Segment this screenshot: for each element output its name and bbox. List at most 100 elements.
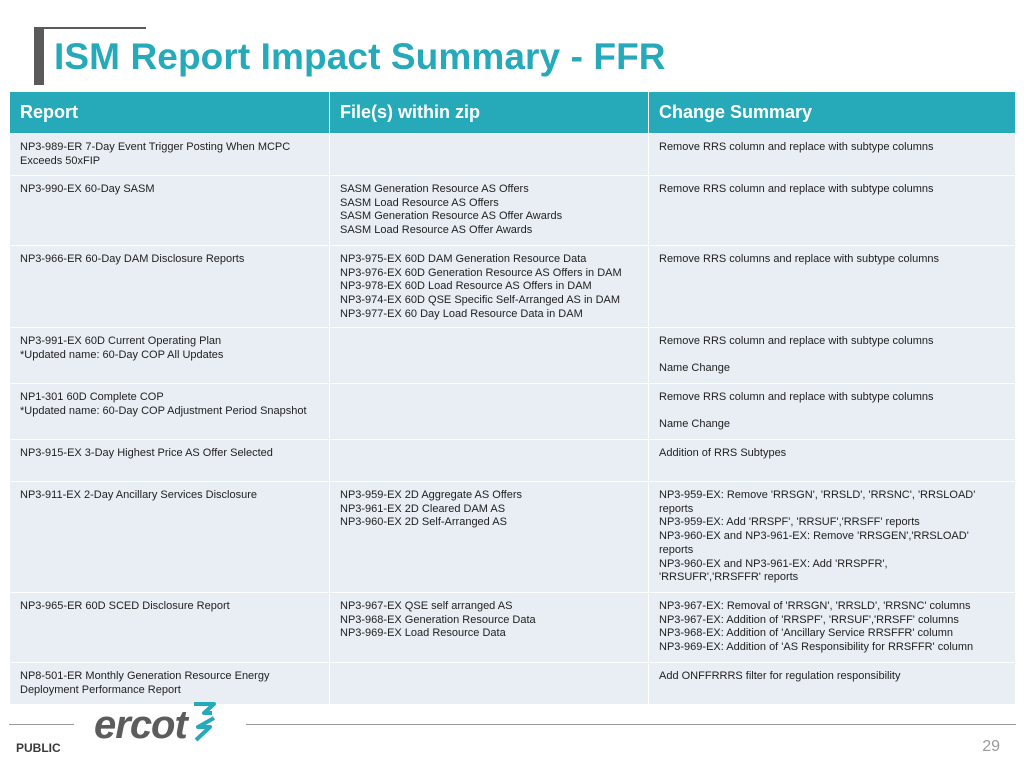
files-cell: NP3-967-EX QSE self arranged AS NP3-968-E…	[329, 592, 649, 663]
table-row: NP3-915-EX 3-Day Highest Price AS Offer …	[9, 439, 1016, 482]
cell-text-line: NP3-968-EX: Addition of 'Ancillary Servi…	[659, 627, 953, 640]
change-summary-cell: Remove RRS column and replace with subty…	[648, 175, 1016, 246]
footer-divider-left	[9, 724, 74, 725]
cell-text-line: NP3-966-ER 60-Day DAM Disclosure Reports	[20, 253, 245, 265]
cell-text-line: NP8-501-ER Monthly Generation Resource E…	[20, 670, 270, 682]
table-row: NP3-990-EX 60-Day SASM SASM Generation Re…	[9, 175, 1016, 246]
report-cell: NP1-301 60D Complete COP *Updated name: 6…	[9, 383, 330, 440]
logo-wordmark: ercot	[94, 702, 188, 747]
cell-text-line: NP3-965-ER 60D SCED Disclosure Report	[20, 600, 230, 612]
cell-text-line: NP3-960-EX and NP3-961-EX: Remove 'RRSGE…	[659, 530, 969, 543]
cell-text-line: NP3-991-EX 60D Current Operating Plan	[20, 335, 222, 347]
page-number: 29	[982, 738, 1000, 755]
change-summary-cell: Remove RRS columns and replace with subt…	[648, 245, 1016, 328]
cell-text-line: NP3-961-EX 2D Cleared DAM AS	[340, 502, 506, 515]
cell-text-line: Remove RRS columns and replace with subt…	[659, 253, 940, 265]
files-cell	[329, 133, 649, 176]
files-cell	[329, 327, 649, 384]
files-cell: NP3-975-EX 60D DAM Generation Resource D…	[329, 245, 649, 328]
change-summary-cell: Addition of RRS Subtypes	[648, 439, 1016, 482]
cell-text-line: reports	[659, 543, 694, 556]
cell-text-line: SASM Load Resource AS Offers	[340, 196, 499, 209]
cell-text-line	[659, 349, 1005, 363]
impact-summary-table: Report File(s) within zip Change Summary…	[9, 91, 1016, 705]
cell-text-line: Name Change	[659, 362, 730, 375]
table-row: NP3-965-ER 60D SCED Disclosure Report NP3…	[9, 592, 1016, 663]
report-cell: NP3-965-ER 60D SCED Disclosure Report	[9, 592, 330, 663]
report-cell: NP3-911-EX 2-Day Ancillary Services Disc…	[9, 481, 330, 593]
cell-text-line: NP3-976-EX 60D Generation Resource AS Of…	[340, 266, 622, 279]
table-row: NP3-966-ER 60-Day DAM Disclosure Reports…	[9, 245, 1016, 328]
cell-text-line: *Updated name: 60-Day COP Adjustment Per…	[20, 404, 307, 417]
cell-text-line: *Updated name: 60-Day COP All Updates	[20, 348, 224, 361]
cell-text-line: NP3-990-EX 60-Day SASM	[20, 183, 155, 195]
cell-text-line: SASM Generation Resource AS Offer Awards	[340, 210, 563, 223]
cell-text-line: NP1-301 60D Complete COP	[20, 391, 164, 403]
table-row: NP3-989-ER 7-Day Event Trigger Posting W…	[9, 133, 1016, 176]
cell-text-line: NP3-975-EX 60D DAM Generation Resource D…	[340, 253, 587, 265]
footer-divider-right	[246, 724, 1016, 725]
cell-text-line: NP3-960-EX 2D Self-Arranged AS	[340, 516, 507, 529]
cell-text-line: NP3-967-EX: Removal of 'RRSGN', 'RRSLD',…	[659, 600, 971, 612]
cell-text-line: Remove RRS column and replace with subty…	[659, 183, 934, 195]
cell-text-line: NP3-977-EX 60 Day Load Resource Data in …	[340, 307, 583, 320]
files-cell	[329, 662, 649, 705]
report-cell: NP3-915-EX 3-Day Highest Price AS Offer …	[9, 439, 330, 482]
files-cell: NP3-959-EX 2D Aggregate AS Offers NP3-961…	[329, 481, 649, 593]
cell-text-line: NP3-969-EX Load Resource Data	[340, 627, 506, 640]
files-cell	[329, 439, 649, 482]
cell-text-line: NP3-969-EX: Addition of 'AS Responsibili…	[659, 641, 974, 654]
page-title: ISM Report Impact Summary - FFR	[54, 36, 666, 77]
change-summary-cell: Add ONFFRRRS filter for regulation respo…	[648, 662, 1016, 705]
title-accent-bar	[34, 27, 44, 85]
table-row: NP1-301 60D Complete COP *Updated name: 6…	[9, 383, 1016, 440]
cell-text-line: NP3-967-EX: Addition of 'RRSPF', 'RRSUF'…	[659, 613, 959, 626]
change-summary-cell: NP3-959-EX: Remove 'RRSGN', 'RRSLD', 'RR…	[648, 481, 1016, 593]
report-cell: NP3-966-ER 60-Day DAM Disclosure Reports	[9, 245, 330, 328]
cell-text-line: Remove RRS column and replace with subty…	[659, 391, 934, 403]
cell-text-line: Addition of RRS Subtypes	[659, 447, 787, 459]
title-accent-line	[34, 27, 146, 29]
cell-text-line: 'RRSUFR','RRSFFR' reports	[659, 571, 799, 584]
table-row: NP3-991-EX 60D Current Operating Plan *Up…	[9, 327, 1016, 384]
cell-text-line: NP3-974-EX 60D QSE Specific Self-Arrange…	[340, 294, 621, 307]
cell-text-line: reports	[659, 502, 694, 515]
cell-text-line: NP3-959-EX: Remove 'RRSGN', 'RRSLD', 'RR…	[659, 489, 976, 501]
table-header-row: Report File(s) within zip Change Summary	[9, 91, 1016, 134]
report-cell: NP3-989-ER 7-Day Event Trigger Posting W…	[9, 133, 330, 176]
cell-text-line: NP3-978-EX 60D Load Resource AS Offers i…	[340, 280, 592, 293]
cell-text-line: Add ONFFRRRS filter for regulation respo…	[659, 670, 901, 682]
report-cell: NP3-990-EX 60-Day SASM	[9, 175, 330, 246]
files-cell	[329, 383, 649, 440]
column-header-change-summary: Change Summary	[648, 91, 1016, 134]
cell-text-line: SASM Generation Resource AS Offers	[340, 183, 529, 195]
report-cell: NP8-501-ER Monthly Generation Resource E…	[9, 662, 330, 705]
cell-text-line: Name Change	[659, 418, 730, 431]
cell-text-line: NP3-989-ER 7-Day Event Trigger Posting W…	[20, 141, 291, 153]
cell-text-line: Exceeds 50xFIP	[20, 154, 101, 167]
table-row: NP3-911-EX 2-Day Ancillary Services Disc…	[9, 481, 1016, 593]
cell-text-line	[659, 405, 1005, 419]
table-body: NP3-989-ER 7-Day Event Trigger Posting W…	[9, 133, 1016, 705]
cell-text-line: NP3-968-EX Generation Resource Data	[340, 613, 536, 626]
cell-text-line: Remove RRS column and replace with subty…	[659, 141, 934, 153]
classification-label: PUBLIC	[16, 741, 61, 755]
cell-text-line: Remove RRS column and replace with subty…	[659, 335, 934, 347]
table-row: NP8-501-ER Monthly Generation Resource E…	[9, 662, 1016, 705]
ercot-logo: ercot	[94, 702, 220, 748]
cell-text-line: NP3-915-EX 3-Day Highest Price AS Offer …	[20, 447, 273, 459]
change-summary-cell: Remove RRS column and replace with subty…	[648, 133, 1016, 176]
files-cell: SASM Generation Resource AS Offers SASM L…	[329, 175, 649, 246]
change-summary-cell: Remove RRS column and replace with subty…	[648, 327, 1016, 384]
change-summary-cell: NP3-967-EX: Removal of 'RRSGN', 'RRSLD',…	[648, 592, 1016, 663]
cell-text-line: SASM Load Resource AS Offer Awards	[340, 224, 533, 237]
cell-text-line: NP3-911-EX 2-Day Ancillary Services Disc…	[20, 489, 257, 501]
change-summary-cell: Remove RRS column and replace with subty…	[648, 383, 1016, 440]
cell-text-line: NP3-959-EX 2D Aggregate AS Offers	[340, 489, 523, 501]
column-header-files: File(s) within zip	[329, 91, 649, 134]
cell-text-line: Deployment Performance Report	[20, 683, 181, 696]
column-header-report: Report	[9, 91, 330, 134]
report-cell: NP3-991-EX 60D Current Operating Plan *Up…	[9, 327, 330, 384]
lightning-bolt-icon	[193, 702, 216, 742]
cell-text-line: NP3-959-EX: Add 'RRSPF', 'RRSUF','RRSFF'…	[659, 516, 920, 529]
